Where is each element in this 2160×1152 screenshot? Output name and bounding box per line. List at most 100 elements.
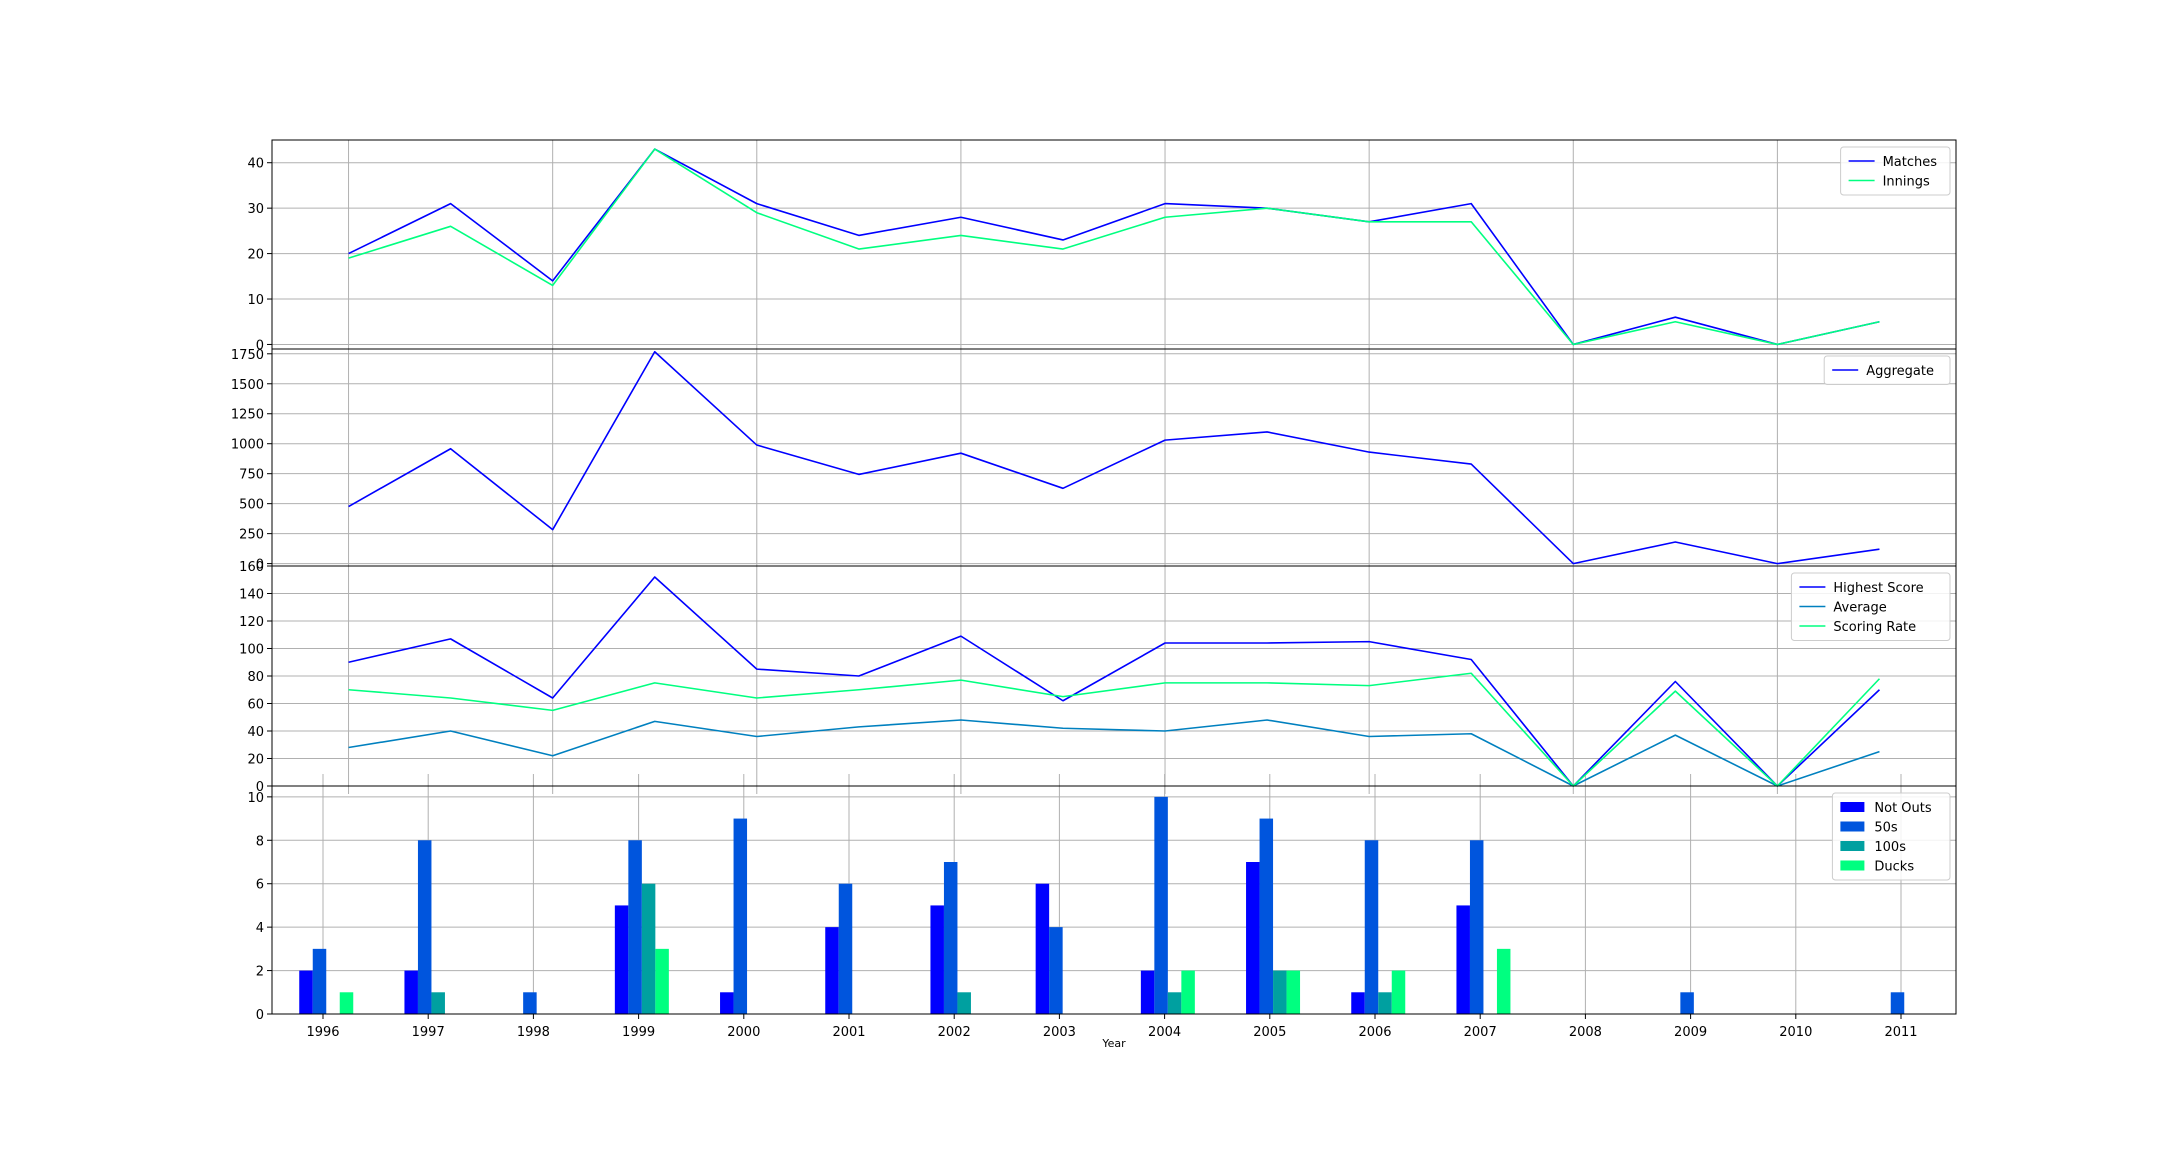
- bar-not-outs: [720, 992, 734, 1014]
- y-tick-label: 30: [247, 202, 264, 217]
- bar-100s: [1273, 970, 1287, 1014]
- y-tick-label: 2: [256, 965, 264, 980]
- legend-label: 50s: [1874, 821, 1898, 836]
- legend-label: Scoring Rate: [1833, 620, 1916, 635]
- y-tick-label: 20: [247, 248, 264, 263]
- y-tick-label: 140: [239, 588, 264, 603]
- x-tick-label: 2005: [1253, 1025, 1286, 1040]
- x-tick-label: 2003: [1043, 1025, 1076, 1040]
- y-tick-label: 120: [239, 615, 264, 630]
- x-tick-label: 1999: [622, 1025, 655, 1040]
- bar-not-outs: [614, 905, 629, 1014]
- series-line-highest-score: [348, 576, 1881, 787]
- bar-50s: [943, 862, 958, 1014]
- y-tick-label: 60: [247, 698, 264, 713]
- bar-not-outs: [1035, 883, 1050, 1014]
- series-line-matches: [348, 148, 1880, 346]
- marks-layer: [299, 148, 1905, 1014]
- x-tick-label: 1998: [517, 1025, 550, 1040]
- bar-not-outs: [404, 970, 418, 1014]
- x-axis-label: Year: [1101, 1037, 1126, 1050]
- ticks-layer: 0102030400250500750100012501500175002040…: [231, 157, 1918, 1040]
- bar-not-outs: [1456, 905, 1470, 1014]
- y-tick-label: 4: [256, 921, 264, 936]
- bar-ducks: [1286, 970, 1301, 1014]
- bar-50s: [1259, 818, 1274, 1014]
- y-tick-label: 1500: [231, 378, 264, 393]
- y-tick-label: 40: [247, 157, 264, 172]
- bar-ducks: [1496, 948, 1511, 1014]
- series-line-aggregate: [348, 350, 1880, 565]
- legend-label: Innings: [1883, 175, 1930, 190]
- y-tick-label: 1750: [231, 348, 264, 363]
- y-tick-label: 80: [247, 670, 264, 685]
- legend-swatch: [1840, 841, 1865, 851]
- legend-label: Matches: [1883, 155, 1938, 170]
- x-tick-label: 2002: [938, 1025, 971, 1040]
- bar-not-outs: [299, 970, 313, 1014]
- bar-not-outs: [1246, 862, 1260, 1014]
- bar-50s: [628, 840, 642, 1014]
- y-tick-label: 250: [239, 528, 264, 543]
- bar-50s: [1680, 992, 1694, 1014]
- legend-label: 100s: [1874, 840, 1906, 855]
- x-tick-label: 2000: [727, 1025, 760, 1040]
- x-tick-label: 2006: [1358, 1025, 1391, 1040]
- legend-box: [1823, 355, 1951, 385]
- bar-not-outs: [1351, 992, 1365, 1014]
- legend-layer: Matches Innings Aggregate Highest Score Aver…: [1790, 146, 1951, 881]
- y-tick-label: 0: [256, 1008, 264, 1023]
- y-tick-label: 0: [256, 338, 264, 353]
- y-tick-label: 1250: [231, 408, 264, 423]
- bar-not-outs: [1140, 970, 1155, 1014]
- x-tick-label: 2010: [1779, 1025, 1812, 1040]
- series-line-scoring-rate: [348, 672, 1881, 787]
- y-tick-label: 8: [256, 834, 264, 849]
- x-tick-label: 2009: [1674, 1025, 1707, 1040]
- legend-label: Ducks: [1874, 860, 1914, 875]
- legend-box: [1840, 146, 1951, 196]
- bar-50s: [1364, 840, 1379, 1014]
- legend-box: [1790, 572, 1951, 641]
- legend-label: Highest Score: [1833, 581, 1923, 596]
- legend-swatch: [1840, 860, 1865, 871]
- x-tick-label: 1996: [306, 1025, 339, 1040]
- y-tick-label: 500: [239, 498, 264, 513]
- x-tick-label: 2001: [832, 1025, 865, 1040]
- bar-ducks: [655, 948, 669, 1014]
- y-tick-label: 100: [239, 643, 264, 658]
- bar-100s: [957, 992, 971, 1014]
- bar-50s: [838, 883, 853, 1014]
- bar-50s: [1469, 840, 1484, 1014]
- bar-not-outs: [930, 905, 944, 1014]
- bar-not-outs: [825, 927, 839, 1014]
- series-line-average: [348, 719, 1880, 787]
- y-tick-label: 0: [256, 558, 264, 573]
- bar-50s: [733, 818, 748, 1014]
- x-tick-label: 1997: [412, 1025, 445, 1040]
- y-tick-label: 40: [247, 725, 264, 740]
- legend-swatch: [1840, 821, 1865, 832]
- bar-ducks: [1391, 970, 1406, 1014]
- x-tick-label: 2008: [1569, 1025, 1602, 1040]
- bar-100s: [1378, 992, 1392, 1014]
- y-tick-label: 750: [239, 468, 264, 483]
- legend-box: [1831, 792, 1951, 881]
- x-tick-label: 2011: [1884, 1025, 1917, 1040]
- x-tick-label: 2007: [1464, 1025, 1497, 1040]
- legend-label: Not Outs: [1874, 801, 1931, 816]
- y-tick-label: 160: [239, 560, 264, 575]
- bar-100s: [431, 992, 445, 1014]
- legend-label: Average: [1833, 601, 1886, 616]
- y-tick-label: 1000: [231, 438, 264, 453]
- x-tick-label: 2004: [1148, 1025, 1181, 1040]
- bar-100s: [641, 883, 656, 1014]
- bar-100s: [1167, 992, 1182, 1014]
- y-tick-label: 6: [256, 878, 264, 893]
- y-tick-label: 20: [247, 753, 264, 768]
- bar-50s: [417, 840, 432, 1014]
- y-tick-label: 10: [247, 791, 264, 806]
- y-tick-label: 10: [247, 293, 264, 308]
- bar-50s: [1049, 927, 1063, 1014]
